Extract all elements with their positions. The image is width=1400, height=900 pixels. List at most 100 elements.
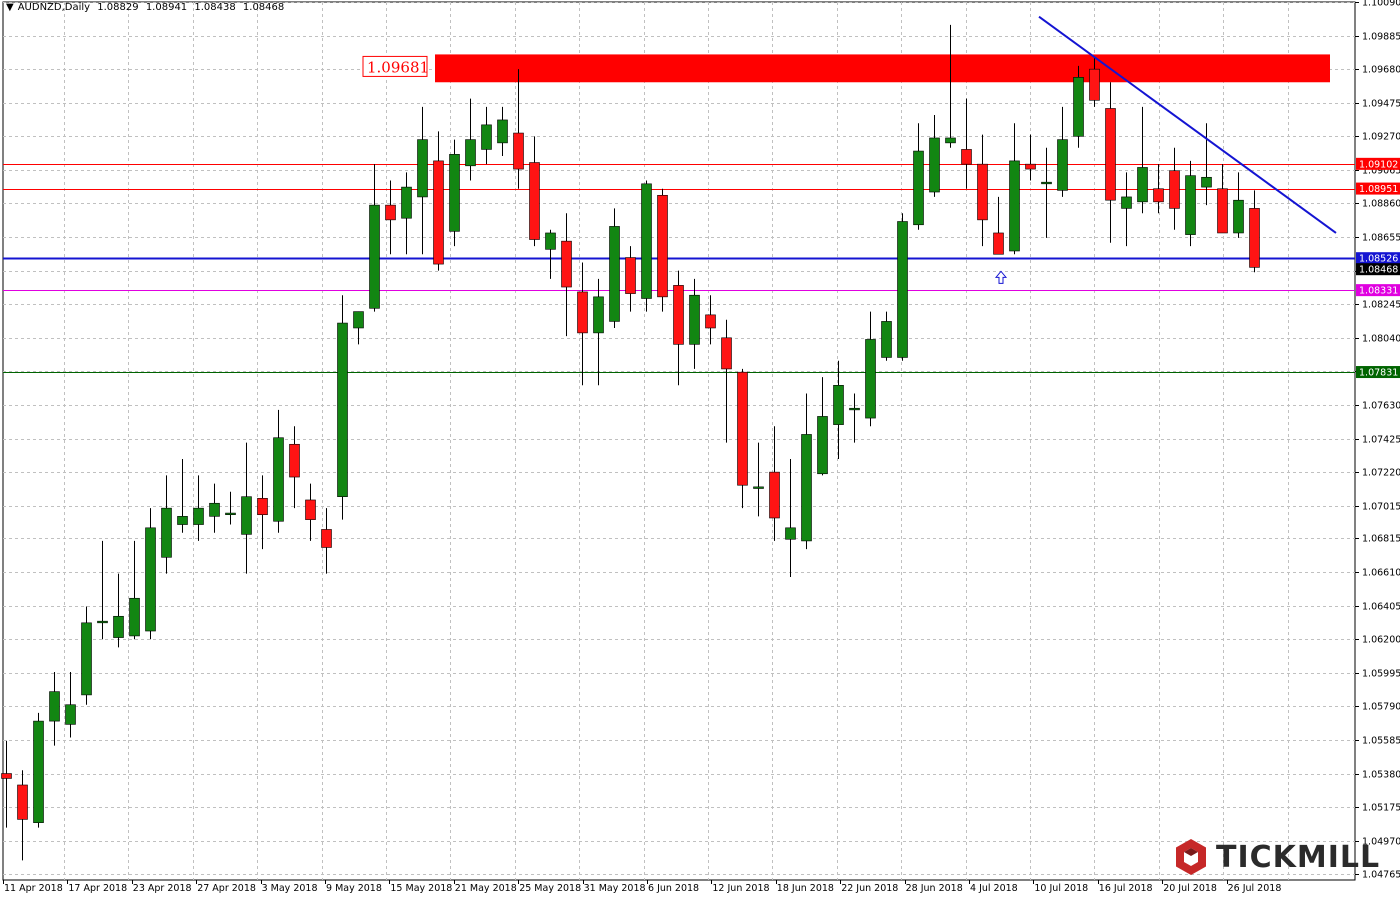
candle-body[interactable] bbox=[1105, 108, 1116, 201]
candle-body[interactable] bbox=[209, 502, 220, 517]
candle-body[interactable] bbox=[1041, 181, 1052, 185]
candle-body[interactable] bbox=[961, 149, 972, 165]
candle-body[interactable] bbox=[1153, 188, 1164, 203]
candle-body[interactable] bbox=[33, 720, 44, 823]
candle-body[interactable] bbox=[1201, 176, 1212, 188]
candle-body[interactable] bbox=[545, 232, 556, 250]
y-tick-label: 1.09680 bbox=[1362, 65, 1400, 76]
candle-body[interactable] bbox=[817, 416, 828, 475]
candle-body[interactable] bbox=[1185, 175, 1196, 235]
candle-body[interactable] bbox=[977, 163, 988, 221]
candle-body[interactable] bbox=[881, 321, 892, 358]
price-level-label: 1.08468 bbox=[1359, 265, 1398, 276]
tickmill-logo: TICKMILL bbox=[1174, 838, 1380, 876]
price-level-label: 1.07831 bbox=[1359, 368, 1398, 379]
candle-body[interactable] bbox=[641, 183, 652, 299]
price-level-tag bbox=[1356, 182, 1400, 195]
candle-body[interactable] bbox=[801, 434, 812, 542]
candle-body[interactable] bbox=[193, 507, 204, 525]
candle-body[interactable] bbox=[161, 507, 172, 558]
candle-body[interactable] bbox=[353, 311, 364, 329]
high-value: 1.08941 bbox=[145, 2, 188, 13]
candle-body[interactable] bbox=[289, 443, 300, 478]
candle-body[interactable] bbox=[1057, 139, 1068, 191]
candle-body[interactable] bbox=[129, 597, 140, 637]
candle-body[interactable] bbox=[929, 137, 940, 193]
y-tick-label: 1.09270 bbox=[1362, 132, 1400, 143]
y-tick-label: 1.08860 bbox=[1362, 199, 1400, 210]
x-tick-label: 3 May 2018 bbox=[262, 883, 318, 894]
candle-body[interactable] bbox=[465, 139, 476, 167]
candle-body[interactable] bbox=[113, 615, 124, 638]
candle-body[interactable] bbox=[785, 527, 796, 540]
candle-body[interactable] bbox=[737, 371, 748, 486]
trendline[interactable] bbox=[1038, 15, 1337, 234]
candle-body[interactable] bbox=[561, 240, 572, 288]
candle-body[interactable] bbox=[913, 150, 924, 226]
candle-body[interactable] bbox=[513, 132, 524, 170]
candle-body[interactable] bbox=[689, 294, 700, 345]
candle-body[interactable] bbox=[337, 322, 348, 497]
candle-body[interactable] bbox=[497, 119, 508, 144]
candle-body[interactable] bbox=[369, 204, 380, 309]
candle-body[interactable] bbox=[225, 512, 236, 516]
brand-name: TICKMILL bbox=[1216, 839, 1381, 875]
candle-body[interactable] bbox=[529, 162, 540, 240]
candle-body[interactable] bbox=[401, 186, 412, 219]
candle-body[interactable] bbox=[625, 257, 636, 294]
candle-body[interactable] bbox=[481, 124, 492, 150]
candle-body[interactable] bbox=[385, 204, 396, 221]
candle-body[interactable] bbox=[721, 337, 732, 370]
symbol-dropdown-icon[interactable]: ▼ bbox=[6, 2, 14, 13]
candle-body[interactable] bbox=[1249, 208, 1260, 268]
candle-body[interactable] bbox=[145, 527, 156, 632]
candle-body[interactable] bbox=[417, 139, 428, 198]
candle-body[interactable] bbox=[305, 499, 316, 520]
candle-body[interactable] bbox=[1073, 77, 1084, 137]
candle-body[interactable] bbox=[897, 221, 908, 358]
candle-body[interactable] bbox=[593, 296, 604, 334]
candle-body[interactable] bbox=[1137, 167, 1148, 203]
up-arrow-marker[interactable] bbox=[994, 270, 1008, 284]
y-tick-label: 1.04970 bbox=[1362, 837, 1400, 848]
candle-body[interactable] bbox=[1233, 199, 1244, 234]
y-tick-label: 1.04765 bbox=[1362, 870, 1400, 881]
candle-body[interactable] bbox=[609, 226, 620, 322]
candle-body[interactable] bbox=[849, 407, 860, 411]
candle-body[interactable] bbox=[577, 291, 588, 334]
y-tick-label: 1.06405 bbox=[1362, 602, 1400, 613]
candle-body[interactable] bbox=[705, 314, 716, 329]
price-level-tag bbox=[1356, 252, 1400, 265]
candle-body[interactable] bbox=[17, 784, 28, 820]
candle-body[interactable] bbox=[945, 137, 956, 144]
candle-body[interactable] bbox=[657, 194, 668, 298]
candle-body[interactable] bbox=[1, 773, 12, 779]
candle-body[interactable] bbox=[1009, 160, 1020, 252]
candle-body[interactable] bbox=[257, 498, 268, 516]
candle-body[interactable] bbox=[1121, 196, 1132, 209]
x-tick-label: 11 Apr 2018 bbox=[4, 883, 63, 894]
candle-body[interactable] bbox=[49, 691, 60, 722]
candle-body[interactable] bbox=[97, 620, 108, 624]
candle-body[interactable] bbox=[433, 160, 444, 265]
candle-body[interactable] bbox=[673, 285, 684, 345]
candle-body[interactable] bbox=[769, 471, 780, 519]
candle-body[interactable] bbox=[1169, 170, 1180, 209]
candle-body[interactable] bbox=[1089, 68, 1100, 101]
candle-body[interactable] bbox=[865, 339, 876, 419]
candle-body[interactable] bbox=[449, 154, 460, 232]
candle-body[interactable] bbox=[177, 516, 188, 525]
candle-body[interactable] bbox=[241, 496, 252, 535]
candle-body[interactable] bbox=[65, 704, 76, 725]
candle-body[interactable] bbox=[321, 529, 332, 548]
candle-body[interactable] bbox=[1217, 188, 1228, 234]
x-tick-label: 23 Apr 2018 bbox=[133, 883, 192, 894]
candle-body[interactable] bbox=[81, 622, 92, 696]
candle-body[interactable] bbox=[273, 437, 284, 522]
candle-body[interactable] bbox=[833, 385, 844, 425]
candle-body[interactable] bbox=[1025, 163, 1036, 170]
candle-body[interactable] bbox=[993, 232, 1004, 255]
open-value: 1.08829 bbox=[97, 2, 139, 13]
candle-body[interactable] bbox=[753, 486, 764, 489]
